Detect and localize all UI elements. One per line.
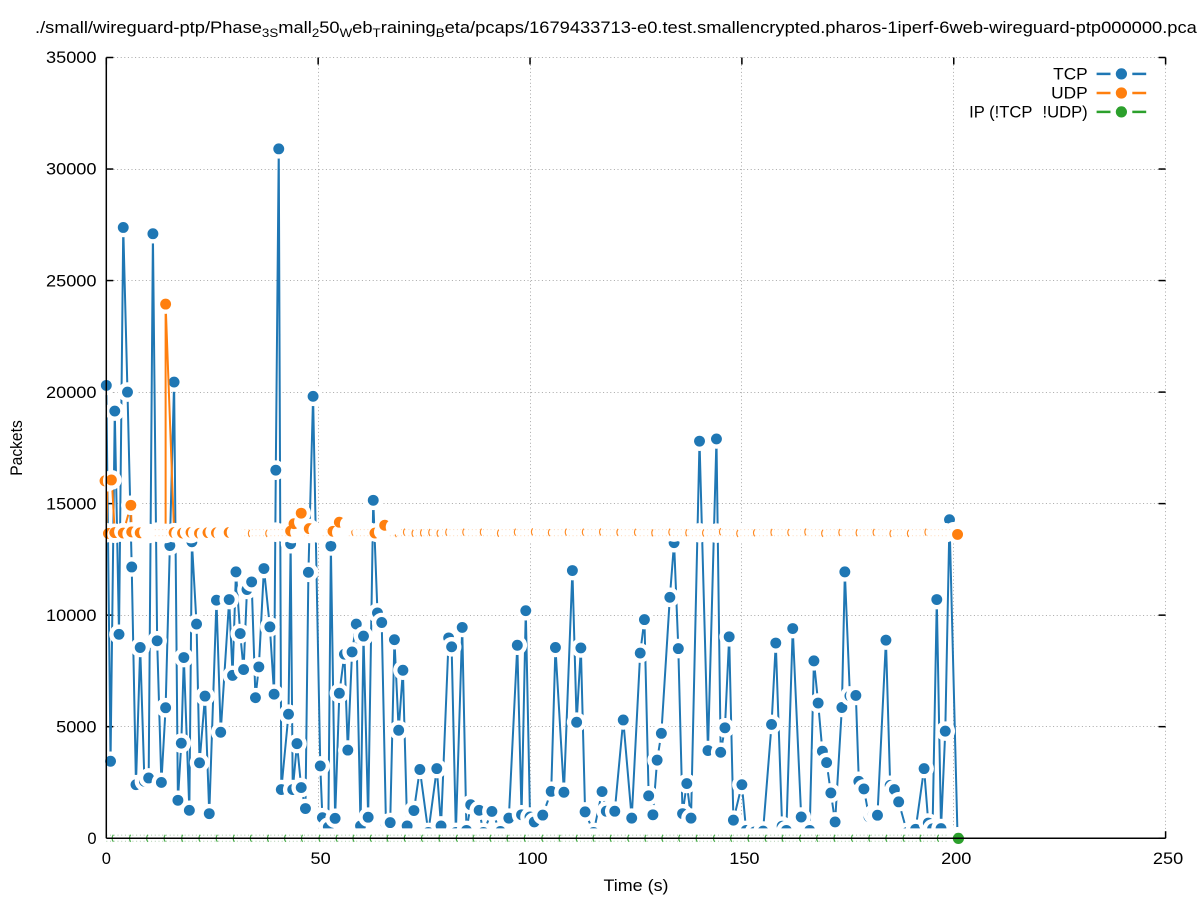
svg-text:IP (!TCP !UDP): IP (!TCP !UDP) — [969, 104, 1088, 122]
svg-text:30000: 30000 — [46, 161, 97, 179]
svg-text:Time (s): Time (s) — [604, 877, 669, 895]
svg-text:200: 200 — [941, 850, 971, 868]
svg-text:50: 50 — [311, 850, 331, 868]
svg-text:25000: 25000 — [46, 272, 97, 290]
svg-text:0: 0 — [87, 830, 96, 848]
svg-text:5000: 5000 — [56, 718, 96, 736]
svg-text:20000: 20000 — [46, 384, 97, 402]
svg-text:TCP: TCP — [1053, 66, 1088, 84]
svg-text:150: 150 — [729, 850, 759, 868]
svg-text:UDP: UDP — [1051, 85, 1088, 103]
svg-text:Packets: Packets — [8, 420, 26, 476]
svg-text:250: 250 — [1153, 850, 1183, 868]
svg-text:10000: 10000 — [46, 607, 97, 625]
svg-text:0: 0 — [102, 850, 111, 868]
svg-text:35000: 35000 — [46, 49, 97, 67]
svg-text:15000: 15000 — [46, 495, 97, 513]
svg-text:100: 100 — [517, 850, 547, 868]
